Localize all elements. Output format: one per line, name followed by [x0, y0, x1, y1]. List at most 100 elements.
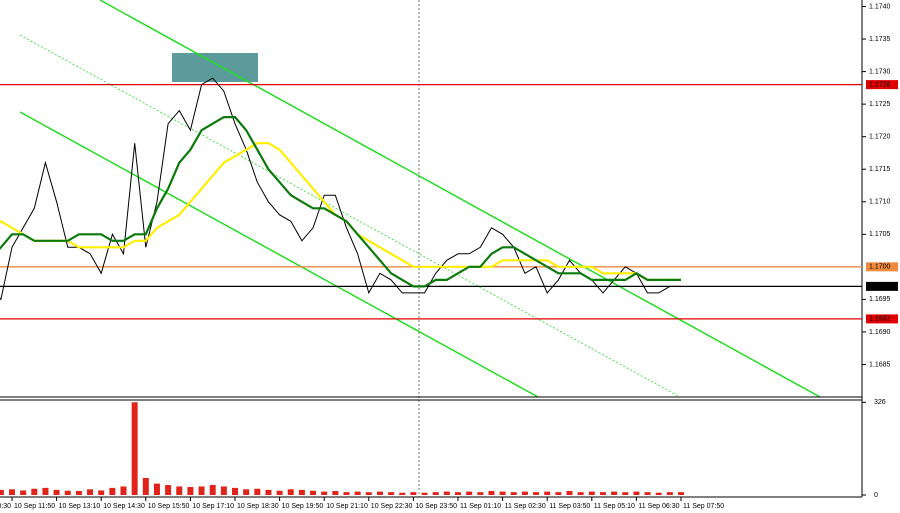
volume-bar	[9, 489, 15, 495]
level-label: 1.1697	[869, 283, 891, 290]
series-line	[0, 142, 681, 281]
x-tick-label: 10 Sep 22:30	[371, 503, 413, 510]
volume-bar	[399, 492, 406, 495]
volume-bar	[64, 490, 71, 495]
level-label: 1.1692	[869, 316, 891, 323]
x-tick-label: 10 Sep 23:50	[415, 503, 457, 510]
volume-bar	[410, 492, 417, 495]
channel-upper	[99, 0, 821, 398]
volume-bar	[555, 492, 562, 495]
volume-bar	[165, 485, 172, 495]
volume-bar	[544, 491, 551, 495]
volume-bar	[321, 491, 328, 495]
x-tick-label: 10 Sep 19:50	[282, 503, 324, 510]
volume-bar	[343, 492, 350, 495]
volume-bar	[298, 489, 305, 495]
y-tick-label: 1.1725	[869, 101, 891, 108]
volume-bar	[220, 486, 227, 495]
volume-bar	[310, 490, 317, 495]
y-tick-label: 1.1685	[869, 361, 891, 368]
level-tag	[866, 80, 898, 90]
x-tick-label: 11 Sep 03:50	[549, 503, 590, 510]
volume-bar	[488, 491, 495, 495]
volume-bar	[577, 492, 584, 495]
volume-bar	[53, 489, 60, 495]
y-tick-label: 1.1720	[869, 134, 891, 141]
y-tick-label: 1.1730	[869, 68, 891, 75]
volume-bar	[42, 487, 49, 495]
x-tick-label: 10 Sep 11:50	[14, 503, 55, 510]
volume-bar	[75, 491, 82, 495]
volume-bar	[588, 491, 595, 495]
volume-bar	[633, 491, 640, 495]
volume-bar	[131, 402, 138, 495]
level-tag	[866, 262, 898, 272]
vol-tick-label: 0	[874, 492, 878, 499]
volume-bar	[622, 492, 629, 495]
volume-bar	[365, 492, 372, 495]
y-tick-label: 1.1740	[869, 3, 891, 10]
volume-bar	[20, 490, 27, 495]
vol-tick-label: 326	[874, 399, 886, 406]
volume-bar	[287, 489, 294, 495]
x-tick-label: 10 Sep 15:50	[148, 503, 190, 510]
volume-bar	[209, 485, 216, 495]
volume-bar	[265, 489, 272, 495]
volume-bar	[153, 483, 160, 495]
volume-bar	[477, 492, 484, 495]
x-tick-label: 10 Sep 21:10	[326, 503, 368, 510]
volume-bar	[432, 492, 439, 495]
volume-bar	[388, 492, 395, 495]
volume-bar	[276, 490, 283, 495]
y-tick-label: 1.1695	[869, 296, 891, 303]
volume-bar	[87, 489, 94, 495]
x-tick-label: 11 Sep 06:30	[638, 503, 679, 510]
x-tick-label: 11 Sep 01:10	[460, 503, 501, 510]
volume-bar	[187, 487, 194, 495]
y-tick-label: 1.1690	[869, 329, 891, 336]
volume-bar	[611, 491, 618, 495]
x-tick-label: 10 Sep 13:10	[59, 503, 101, 510]
channel-lower	[19, 111, 539, 398]
volume-bar	[198, 486, 205, 495]
series-line	[0, 116, 681, 288]
volume-bar	[599, 492, 606, 495]
volume-bar	[98, 490, 105, 495]
x-tick-label: 11 Sep 02:30	[505, 503, 546, 510]
volume-bar	[232, 487, 238, 495]
y-tick-label: 1.1710	[869, 199, 891, 206]
volume-bar	[421, 492, 428, 495]
level-tag	[866, 314, 898, 324]
channel-mid	[19, 34, 681, 398]
volume-bar	[109, 487, 116, 495]
volume-bar	[443, 491, 450, 495]
highlight-box	[172, 53, 258, 82]
y-tick-label: 1.1735	[869, 36, 891, 43]
volume-bar	[678, 492, 684, 495]
volume-bar	[455, 492, 461, 495]
volume-bar	[466, 491, 473, 495]
volume-bar	[521, 491, 528, 495]
level-label: 1.1700	[869, 264, 891, 271]
volume-bar	[354, 491, 361, 495]
x-tick-label: 10 Sep 17:10	[192, 503, 234, 510]
volume-bar	[0, 489, 4, 495]
volume-bar	[533, 492, 540, 495]
volume-bar	[510, 492, 517, 495]
level-tag	[866, 281, 898, 291]
volume-bar	[666, 492, 673, 495]
volume-bar	[176, 486, 183, 495]
x-tick-label: 10 Sep 18:30	[237, 503, 279, 510]
volume-bar	[142, 477, 149, 495]
x-tick-label: 11 Sep 07:50	[683, 503, 724, 510]
volume-bar	[655, 492, 662, 495]
volume-bar	[644, 492, 651, 495]
volume-bar	[243, 489, 250, 495]
volume-bar	[376, 491, 383, 495]
level-label: 1.1728	[869, 81, 891, 88]
volume-bar	[31, 488, 38, 495]
y-tick-label: 1.1715	[869, 166, 891, 173]
x-tick-label: 10 Sep 10:30	[0, 503, 11, 510]
x-tick-label: 11 Sep 05:10	[594, 503, 635, 510]
